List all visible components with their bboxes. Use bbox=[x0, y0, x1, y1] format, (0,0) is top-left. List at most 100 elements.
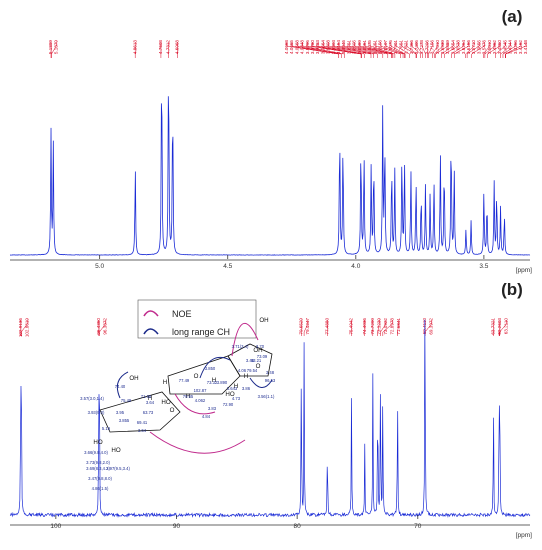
x-tick-label: 4.5 bbox=[223, 263, 232, 270]
peak-label: 3.6939 bbox=[440, 40, 445, 54]
peak-label: 3.7901 bbox=[393, 40, 398, 54]
structure-atom-label: OH bbox=[253, 347, 262, 354]
structure-shift-label: 4.06 bbox=[238, 368, 247, 373]
structure-atom-label: H bbox=[186, 393, 190, 400]
structure-atom-label: HO bbox=[225, 391, 234, 398]
structure-atom-label: H bbox=[163, 379, 167, 386]
structure-shift-label: 3.850 bbox=[205, 366, 216, 371]
structure-atom-label: H bbox=[148, 395, 152, 402]
peak-leader bbox=[380, 320, 387, 336]
legend-box bbox=[137, 299, 257, 339]
peak-label: 69.3972 bbox=[429, 318, 434, 335]
peak-leader bbox=[303, 320, 309, 336]
peak-label: 3.6654 bbox=[450, 40, 455, 54]
peak-leader bbox=[502, 42, 516, 58]
peak-leader bbox=[454, 42, 470, 58]
peak-leader bbox=[411, 42, 421, 58]
structure-shift-label: 73.32 bbox=[207, 380, 218, 385]
peak-leader bbox=[99, 320, 106, 336]
peak-label: 3.6264 bbox=[461, 40, 466, 54]
long-range-legend-icon bbox=[143, 328, 159, 335]
peak-leader bbox=[317, 42, 362, 58]
structure-shift-label: 3.56(1.1) bbox=[258, 394, 275, 399]
peak-label: 3.8551 bbox=[362, 40, 367, 54]
structure-shift-label: 96.53 bbox=[265, 378, 276, 383]
structure-shift-label: 3.73(9.8,2.0) bbox=[86, 460, 110, 465]
peak-label: 3.7651 bbox=[398, 40, 403, 54]
peak-label: 5.1899 bbox=[48, 40, 53, 54]
structure-shift-label: 3.45 bbox=[246, 358, 255, 363]
structure-atom-label: OH bbox=[259, 317, 268, 324]
peak-label: 3.4344 bbox=[508, 40, 513, 54]
proton-x-ticks: 5.0 4.5 4.0 3.5 bbox=[95, 255, 489, 270]
peak-leader bbox=[322, 42, 365, 58]
structure-atom-label: O bbox=[194, 373, 199, 380]
peak-leader bbox=[343, 42, 384, 58]
peak-leader bbox=[495, 42, 506, 58]
peak-label: 3.8475 bbox=[367, 40, 372, 54]
structure-shift-label: 3.890 bbox=[217, 380, 228, 385]
peak-leader bbox=[471, 42, 485, 58]
structure-shift-label: 73.09 bbox=[257, 354, 268, 359]
structure-shift-label: 3.86 bbox=[242, 386, 251, 391]
long-range-arc bbox=[199, 356, 231, 379]
long-range-arc bbox=[116, 371, 129, 399]
peak-leader bbox=[382, 320, 393, 336]
peak-leader bbox=[296, 42, 342, 58]
peak-leader bbox=[364, 42, 394, 58]
peak-leader bbox=[354, 42, 392, 58]
x-tick-label: 70 bbox=[414, 523, 422, 530]
structure-atom-label: O bbox=[256, 363, 261, 370]
peak-label: 63.2110 bbox=[504, 318, 509, 335]
peak-label: 74.4036 bbox=[362, 318, 367, 335]
structure-shift-label: 5.19 bbox=[102, 426, 111, 431]
x-tick-label: 4.0 bbox=[351, 263, 360, 270]
peak-leader bbox=[499, 320, 507, 336]
structure-shift-label: 72.90 bbox=[223, 402, 234, 407]
structure-shift-label: 3.643 bbox=[227, 386, 238, 391]
noe-correlation-arc bbox=[149, 431, 246, 454]
carbon-x-ticks: 100 90 80 70 bbox=[50, 515, 422, 530]
peak-leader bbox=[428, 42, 433, 58]
peak-label: 79.4247 bbox=[305, 318, 310, 335]
carbon-spectrum-trace bbox=[9, 319, 531, 518]
peak-leader bbox=[338, 42, 378, 58]
peak-leader bbox=[348, 42, 389, 58]
structure-shift-label: 3.97(9.5,3.4) bbox=[106, 466, 130, 471]
structure-shift-label: 4.062 bbox=[195, 398, 206, 403]
long-range-legend-label: long range CH bbox=[172, 327, 230, 337]
proton-spectrum-trace bbox=[9, 96, 531, 256]
structure-shift-label: 102.87 bbox=[194, 388, 207, 393]
proton-spectrum-panel: 5.1899 5.1879 4.8613 4.7608 4.7312 4.6968 4.06… bbox=[9, 40, 532, 274]
peak-leader bbox=[441, 42, 454, 58]
structure-shift-label: 71.68 bbox=[141, 394, 152, 399]
peak-label: 63.7321 bbox=[491, 318, 496, 335]
peak-label: 73.0922 bbox=[383, 318, 388, 335]
peak-label: 3.5010 bbox=[487, 40, 492, 54]
peak-leader bbox=[500, 42, 511, 58]
peak-leader bbox=[444, 42, 459, 58]
peak-leader bbox=[51, 42, 57, 58]
peak-leader bbox=[328, 42, 372, 58]
peak-label: 4.8613 bbox=[132, 40, 137, 54]
peak-label: 3.7278 bbox=[419, 40, 424, 54]
peak-leader bbox=[466, 42, 480, 58]
peak-leader bbox=[380, 42, 404, 58]
structure-shift-label: 4.84 bbox=[202, 414, 211, 419]
peak-leader bbox=[451, 42, 464, 58]
structure-shift-label: 79.65 bbox=[183, 394, 194, 399]
peak-label: 3.4962 bbox=[492, 40, 497, 54]
peak-label: 3.7466 bbox=[409, 40, 414, 54]
x-tick-label: 100 bbox=[50, 523, 61, 530]
peak-label: 3.8075 bbox=[388, 40, 393, 54]
peak-leader bbox=[432, 42, 438, 58]
disaccharide-structure: OHOHOHHOHOHOHOOOOHHHHHH102.8796.5373.097… bbox=[80, 317, 276, 491]
peak-leader bbox=[390, 42, 406, 58]
structure-shift-label: 3.70 bbox=[256, 344, 265, 349]
structure-shift-label: 4.86(1.5) bbox=[92, 486, 109, 491]
peak-label: 77.4880 bbox=[325, 318, 330, 335]
structure-shift-label: 79.54 bbox=[247, 368, 258, 373]
peak-label: 3.4860 bbox=[497, 40, 502, 54]
sugar-ring bbox=[99, 391, 181, 433]
